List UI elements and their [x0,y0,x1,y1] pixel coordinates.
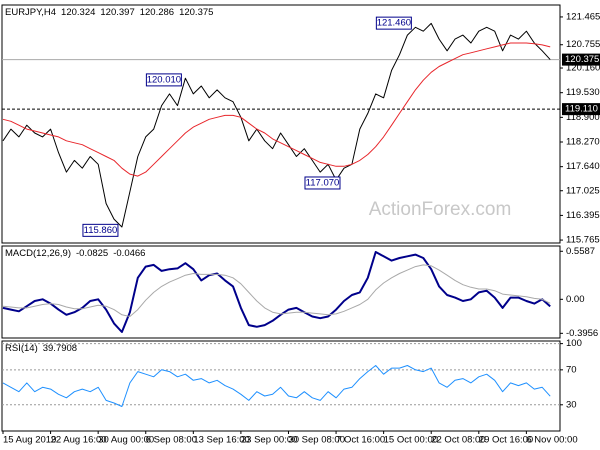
indicator-name: RSI(14) [5,343,38,354]
x-tick-label: 23 Sep 00:00 [241,435,298,446]
panel-header: RSI(14) 39.7908 [5,343,77,354]
y-tick-label: 116.395 [566,210,600,221]
indicator-value: -0.0466 [113,248,145,259]
x-tick-label: 13 Sep 16:00 [193,435,250,446]
series-line [2,264,551,317]
y-tick-label: 119.530 [566,87,600,98]
y-tick-label: 117.025 [566,185,600,196]
indicator-value: -0.0825 [76,248,108,259]
x-tick-label: 7 Oct 16:00 [336,435,385,446]
x-tick-label: 6 Nov 00:00 [526,435,577,446]
indicator-name: MACD(12,26,9) [5,248,71,259]
annotation-label: 115.860 [84,225,118,236]
y-tick-label: 30 [566,399,577,410]
x-tick-label: 6 Sep 08:00 [146,435,197,446]
series-line [2,251,551,333]
annotation-label: 120.010 [147,74,181,85]
y-tick-label: 100 [566,338,582,349]
y-tick-label: 0.5587 [566,246,595,257]
y-tick-label: 120.755 [566,39,600,50]
x-tick-label: 22 Oct 08:00 [431,435,485,446]
ohlc-value: 120.324 [61,7,95,18]
annotation-box [304,176,341,190]
y-tick-label: 120.160 [566,63,600,74]
ohlc-value: 120.286 [140,7,174,18]
indicator-value: 39.7908 [43,343,77,354]
panel-frame [1,245,561,339]
y-tick-label: 115.765 [566,235,600,246]
series-line [2,365,551,407]
watermark: ActionForex.com [369,199,512,220]
level-label: 119.110 [565,104,598,115]
annotation-box [145,73,182,87]
annotation-label: 117.070 [306,177,340,188]
price-tag [562,103,600,116]
price-tag [562,53,600,66]
x-tick-label: 22 Aug 16:00 [51,435,107,446]
x-tick-label: 15 Aug 2019 [3,435,56,446]
ohlc-value: 120.375 [179,7,213,18]
y-tick-label: 118.900 [566,112,600,123]
ohlc-value: 120.397 [100,7,134,18]
y-tick-label: 70 [566,364,577,375]
symbol: EURJPY,H4 [5,7,56,18]
series-line [2,42,551,177]
panel-frame [1,340,561,432]
x-tick-label: 30 Sep 08:00 [288,435,345,446]
y-tick-label: 117.640 [566,161,600,172]
panel-frame [1,4,561,244]
y-tick-label: 0.00 [566,294,585,305]
annotation-box [375,16,412,30]
annotation-box [82,223,119,237]
last-price-label: 120.375 [565,54,599,65]
x-tick-label: 30 Aug 00:00 [98,435,154,446]
y-tick-label: 118.270 [566,137,600,148]
x-tick-label: 29 Oct 16:00 [479,435,533,446]
annotation-label: 121.460 [377,18,411,29]
y-tick-label: -0.3956 [566,328,598,339]
panel-header: EURJPY,H4 120.324 120.397 120.286 120.375 [5,7,213,18]
x-tick-label: 15 Oct 00:00 [384,435,438,446]
y-tick-label: 121.465 [566,11,600,22]
panel-header: MACD(12,26,9) -0.0825 -0.0466 [5,248,145,259]
